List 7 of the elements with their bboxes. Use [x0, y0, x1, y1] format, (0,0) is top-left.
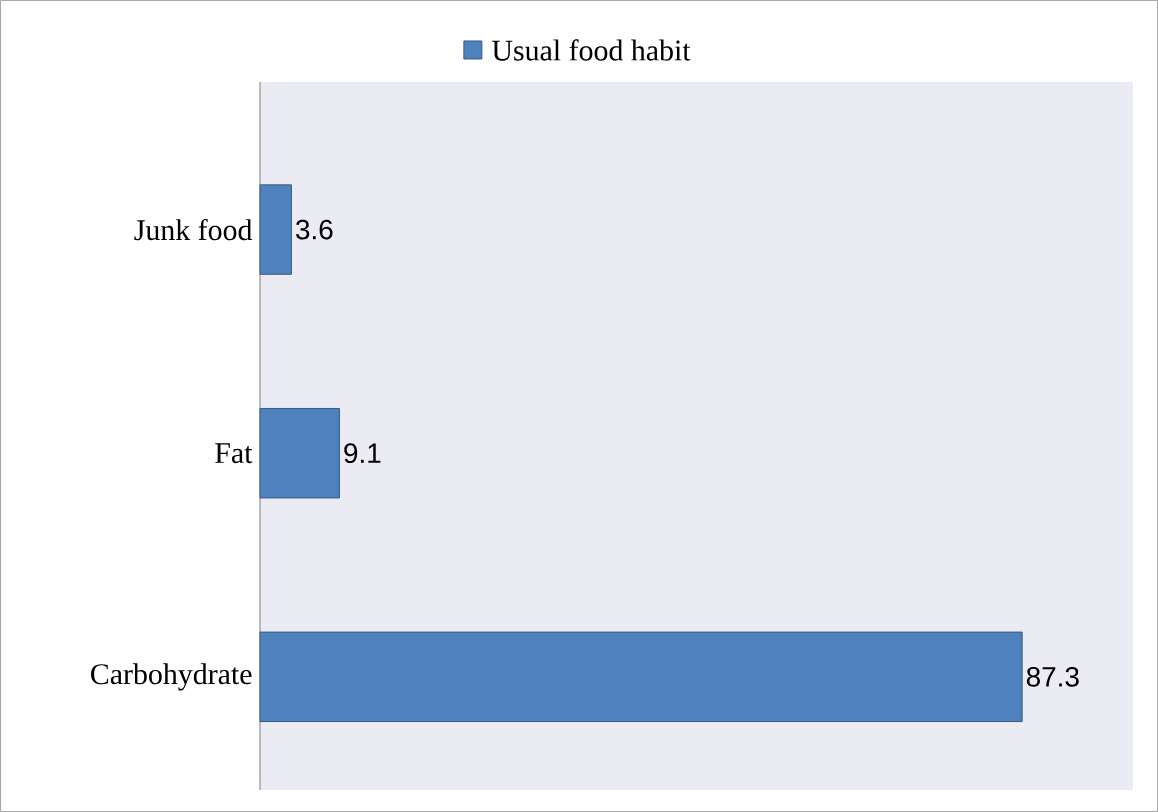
legend-label: Usual food habit [492, 39, 691, 61]
y-tick-label: Junk food [134, 218, 253, 241]
data-label: 87.3 [1026, 666, 1079, 687]
y-tick-label: Fat [215, 443, 253, 464]
y-tick-label: Carbohydrate [91, 663, 252, 691]
data-label: 3.6 [296, 219, 333, 240]
data-label: 9.1 [344, 443, 381, 464]
